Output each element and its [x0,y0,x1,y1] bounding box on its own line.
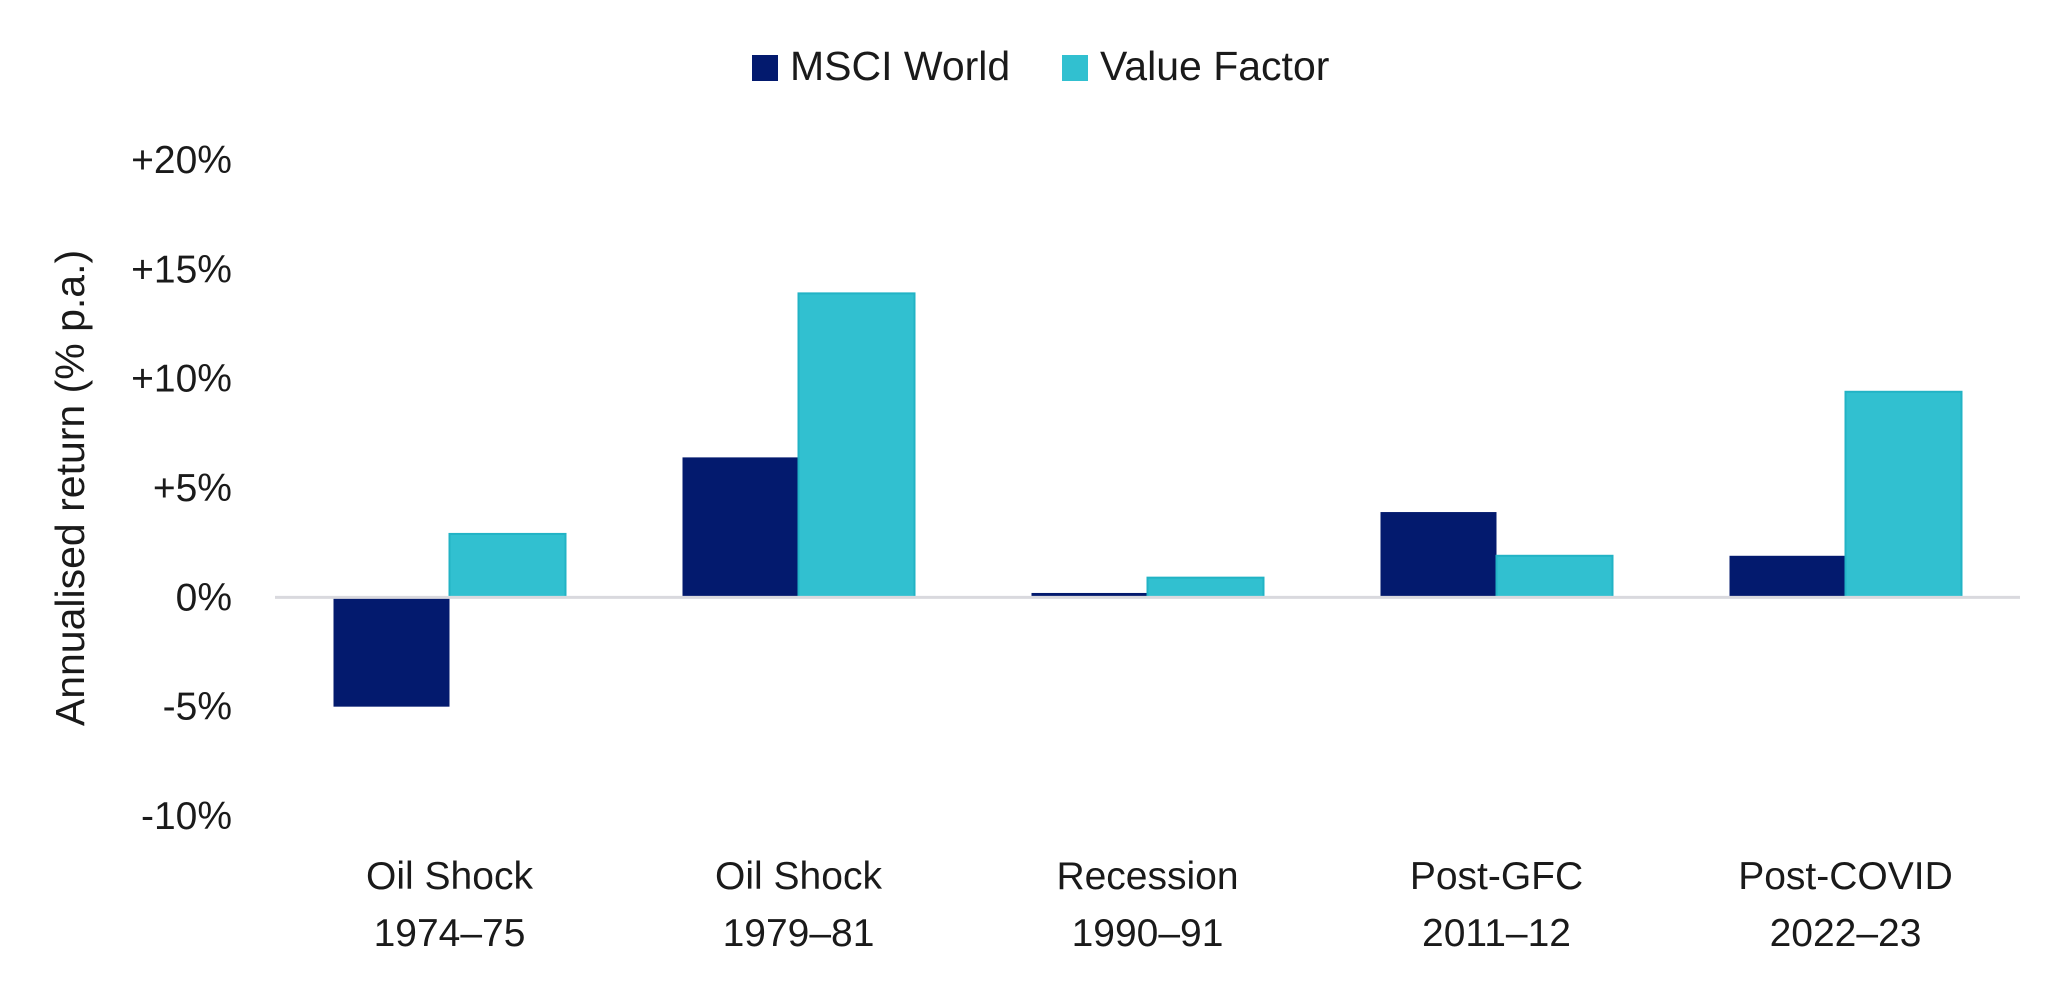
bar-2-5 [1844,390,1963,599]
legend-swatch-2 [1062,55,1088,81]
bar-2-3 [1146,576,1265,599]
x-tick-label-1: Oil Shock 1974–75 [366,855,533,955]
y-tick-label: +20% [131,139,232,182]
bar-2-2 [797,292,916,599]
bar-2-4 [1495,554,1614,599]
legend: MSCI World Value Factor [752,43,1329,89]
bar-1-4 [1380,512,1497,598]
y-tick-label: -10% [141,795,232,838]
y-axis-label: Annualised return (% p.a.) [47,250,93,726]
x-tick-label-3: Recession 1990–91 [1056,855,1238,955]
bar-1-5 [1729,555,1846,598]
legend-label-1: MSCI World [790,43,1010,89]
legend-swatch-1 [752,55,778,81]
x-tick-label-5: Post-COVID 2022–23 [1738,855,1953,955]
legend-label-2: Value Factor [1100,43,1329,89]
bar-1-2 [682,457,799,598]
bar-1-1 [333,597,450,707]
y-tick-label: -5% [163,686,232,729]
bars [333,292,1963,707]
y-tick-label: +15% [131,248,232,291]
x-axis-labels: Oil Shock 1974–75 Oil Shock 1979–81 Recessio… [366,855,1953,955]
bar-1-3 [1031,592,1148,598]
x-tick-label-4: Post-GFC 2011–12 [1410,855,1583,955]
y-tick-label: +5% [153,467,232,510]
bar-2-1 [448,532,567,599]
y-axis-ticks: +20% +15% +10% +5% 0% -5% -10% [131,139,232,838]
y-tick-label: +10% [131,358,232,401]
y-tick-label: 0% [176,576,232,619]
x-tick-label-2: Oil Shock 1979–81 [715,855,882,955]
